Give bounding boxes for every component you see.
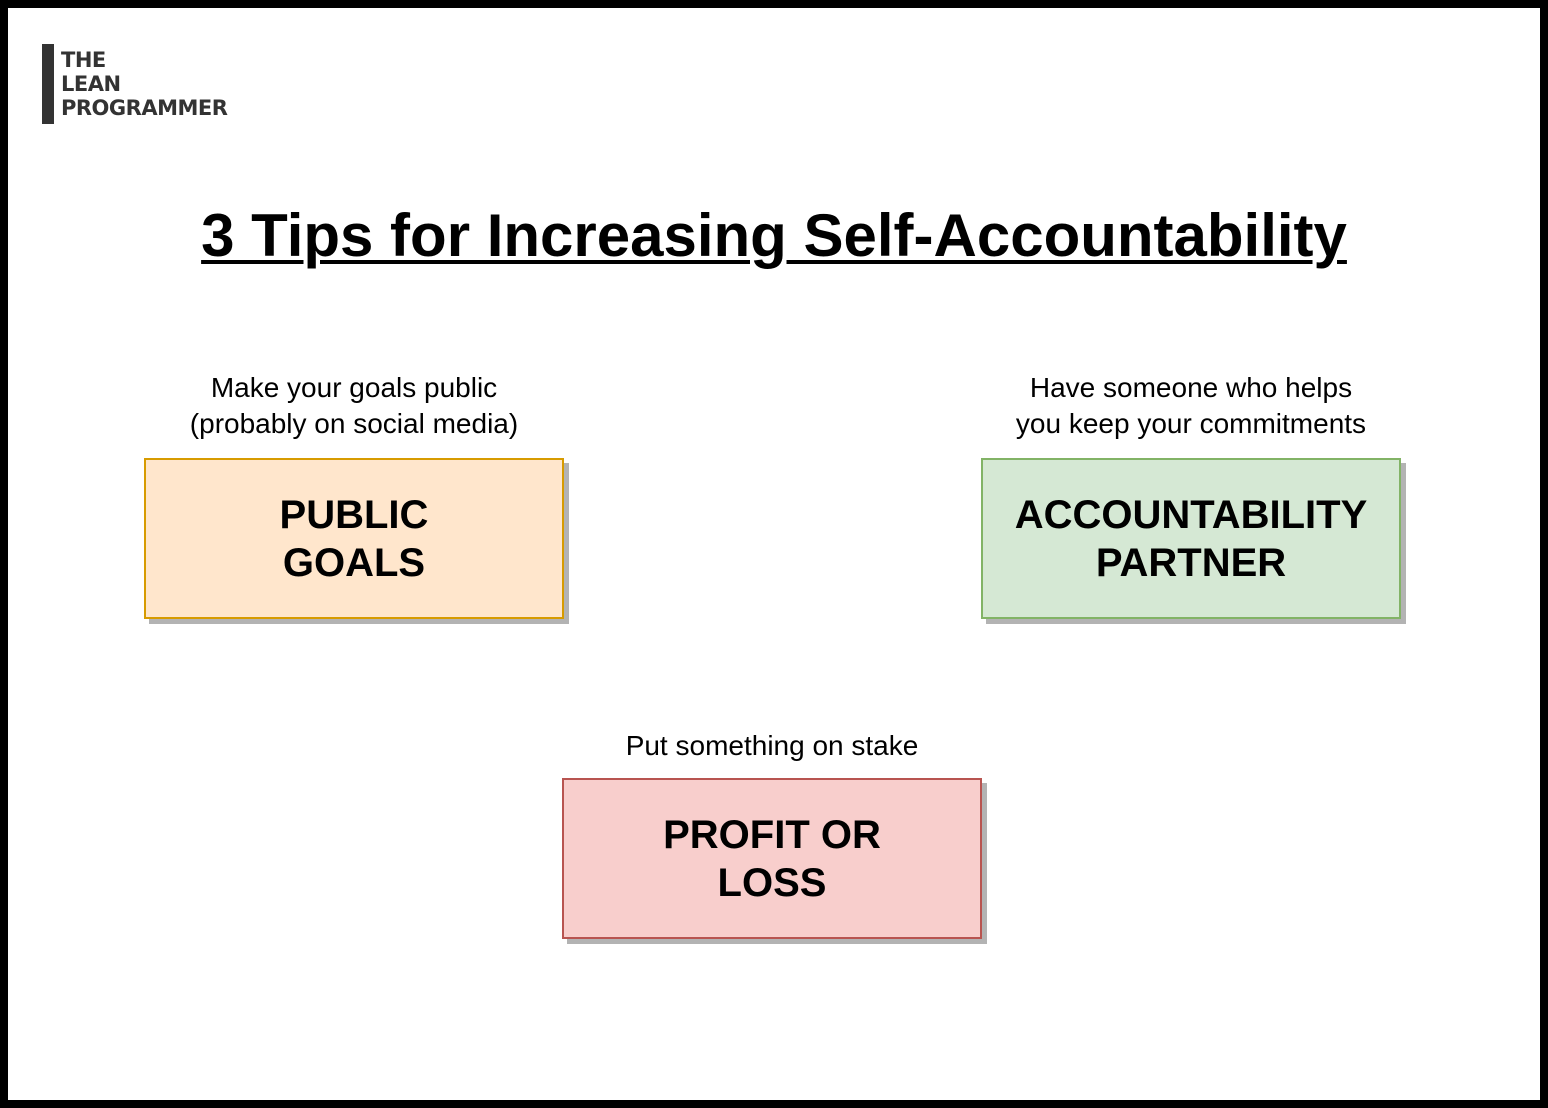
caption-line: Make your goals public [210, 372, 498, 403]
box-label-line: GOALS [282, 540, 426, 585]
logo-line-3: PROGRAMMER [61, 96, 228, 120]
tip-accountability-partner-box: ACCOUNTABILITY PARTNER [981, 458, 1401, 619]
tip-profit-or-loss-box: PROFIT OR LOSS [562, 778, 982, 939]
caption-line: you keep your commitments [1015, 408, 1367, 439]
page-title: 3 Tips for Increasing Self-Accountabilit… [201, 202, 1347, 269]
logo-line-2: LEAN [61, 72, 121, 96]
tip-accountability-partner-caption: Have someone who helps you keep your com… [961, 370, 1421, 442]
box-label-line: ACCOUNTABILITY [1014, 492, 1368, 537]
logo-line-1: THE [61, 48, 106, 72]
caption-line: Put something on stake [625, 730, 919, 761]
logo-text: THE LEAN PROGRAMMER [61, 48, 228, 124]
tip-public-goals-box: PUBLIC GOALS [144, 458, 564, 619]
caption-line: (probably on social media) [189, 408, 519, 439]
box-label-line: LOSS [717, 860, 827, 905]
logo-bar [42, 44, 54, 124]
box-label-line: PARTNER [1095, 540, 1287, 585]
logo: THE LEAN PROGRAMMER [42, 44, 228, 124]
box-label-line: PROFIT OR [663, 812, 881, 857]
box-label-line: PUBLIC [279, 492, 429, 537]
caption-line: Have someone who helps [1029, 372, 1353, 403]
tip-public-goals-caption: Make your goals public (probably on soci… [144, 370, 564, 442]
tip-profit-or-loss-caption: Put something on stake [542, 728, 1002, 764]
